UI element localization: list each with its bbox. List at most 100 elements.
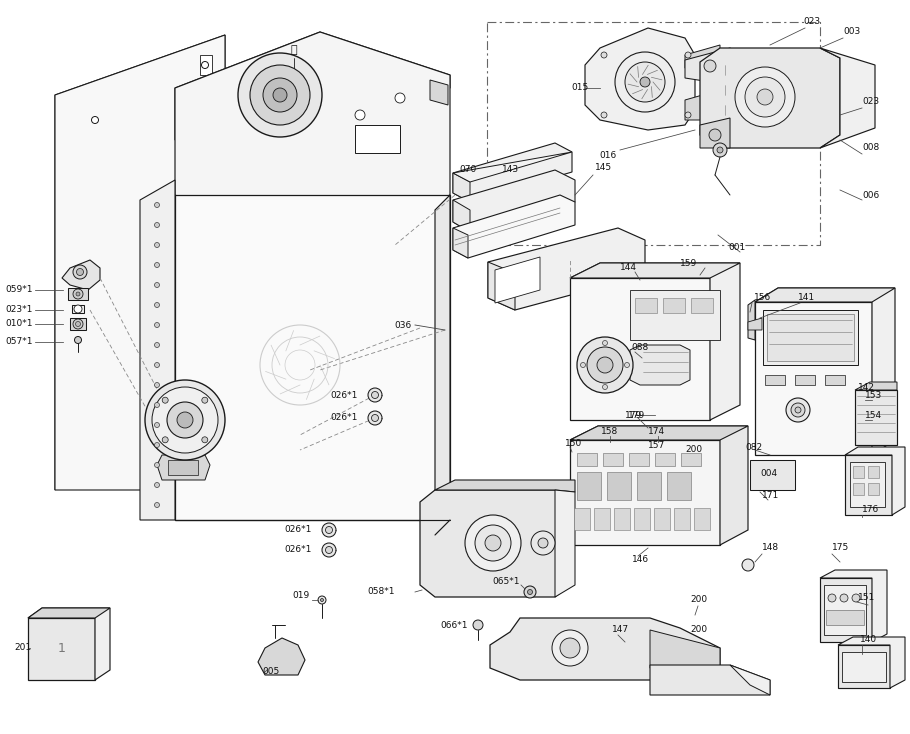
Text: 015: 015 bbox=[571, 84, 588, 92]
Text: 003: 003 bbox=[843, 27, 860, 37]
Circle shape bbox=[624, 363, 630, 368]
Text: 026*1: 026*1 bbox=[330, 390, 358, 399]
Text: 200: 200 bbox=[685, 446, 703, 454]
Polygon shape bbox=[453, 152, 572, 182]
Circle shape bbox=[201, 62, 208, 68]
Circle shape bbox=[162, 437, 168, 443]
Text: 140: 140 bbox=[860, 636, 877, 644]
Text: 005: 005 bbox=[262, 667, 279, 677]
Polygon shape bbox=[175, 32, 450, 255]
Polygon shape bbox=[838, 637, 905, 688]
Text: 058*1: 058*1 bbox=[368, 587, 395, 597]
Bar bbox=[763, 310, 858, 365]
Circle shape bbox=[74, 305, 82, 313]
Circle shape bbox=[485, 535, 501, 551]
Text: 179: 179 bbox=[628, 410, 645, 420]
Bar bbox=[168, 460, 198, 475]
Circle shape bbox=[577, 337, 633, 393]
Circle shape bbox=[155, 242, 159, 247]
Circle shape bbox=[709, 129, 721, 141]
Text: 144: 144 bbox=[620, 264, 637, 272]
Circle shape bbox=[76, 269, 84, 275]
Text: 157: 157 bbox=[648, 440, 665, 449]
Circle shape bbox=[685, 112, 691, 118]
Circle shape bbox=[745, 77, 785, 117]
Text: 176: 176 bbox=[862, 506, 879, 515]
Text: 179: 179 bbox=[625, 410, 642, 420]
Circle shape bbox=[852, 594, 860, 602]
Bar bbox=[634, 508, 650, 530]
Text: 026*1: 026*1 bbox=[330, 413, 358, 423]
Polygon shape bbox=[435, 195, 450, 535]
Polygon shape bbox=[820, 578, 872, 642]
Circle shape bbox=[76, 292, 80, 296]
Circle shape bbox=[145, 380, 225, 460]
Text: 200: 200 bbox=[690, 595, 707, 605]
Polygon shape bbox=[453, 200, 470, 232]
Polygon shape bbox=[28, 608, 110, 618]
Circle shape bbox=[155, 283, 159, 288]
Text: 070: 070 bbox=[459, 165, 476, 175]
Circle shape bbox=[465, 515, 521, 571]
Circle shape bbox=[371, 391, 379, 399]
Polygon shape bbox=[28, 608, 110, 680]
Bar bbox=[355, 125, 400, 153]
Polygon shape bbox=[70, 318, 86, 330]
Polygon shape bbox=[488, 262, 515, 310]
Circle shape bbox=[155, 482, 159, 487]
Circle shape bbox=[371, 415, 379, 421]
Polygon shape bbox=[845, 447, 905, 515]
Text: 026*1: 026*1 bbox=[285, 545, 312, 554]
Polygon shape bbox=[820, 570, 887, 642]
Circle shape bbox=[717, 147, 723, 153]
Text: 1: 1 bbox=[58, 642, 66, 655]
Circle shape bbox=[92, 117, 98, 123]
Polygon shape bbox=[748, 300, 755, 340]
Polygon shape bbox=[420, 490, 570, 597]
Polygon shape bbox=[730, 665, 770, 695]
Bar bbox=[842, 652, 886, 682]
Text: Ⓐ: Ⓐ bbox=[290, 45, 298, 55]
Circle shape bbox=[840, 594, 848, 602]
Polygon shape bbox=[258, 638, 305, 675]
Text: 023: 023 bbox=[803, 18, 820, 26]
Circle shape bbox=[73, 289, 83, 299]
Circle shape bbox=[475, 525, 511, 561]
Polygon shape bbox=[838, 645, 890, 688]
Bar bbox=[200, 55, 212, 75]
Polygon shape bbox=[570, 263, 740, 420]
Circle shape bbox=[597, 357, 613, 373]
Polygon shape bbox=[755, 288, 895, 302]
Bar bbox=[853, 466, 864, 478]
Polygon shape bbox=[570, 263, 740, 278]
Text: 147: 147 bbox=[612, 625, 629, 634]
Polygon shape bbox=[630, 290, 720, 340]
Circle shape bbox=[395, 93, 405, 103]
Polygon shape bbox=[570, 426, 748, 545]
Text: 159: 159 bbox=[680, 258, 697, 267]
Circle shape bbox=[202, 397, 207, 403]
Text: 057*1: 057*1 bbox=[5, 338, 33, 346]
Text: 154: 154 bbox=[865, 410, 882, 420]
Circle shape bbox=[273, 88, 287, 102]
Bar bbox=[577, 453, 597, 466]
Circle shape bbox=[524, 586, 536, 598]
Circle shape bbox=[625, 62, 665, 102]
Bar bbox=[654, 508, 670, 530]
Circle shape bbox=[155, 203, 159, 208]
Polygon shape bbox=[570, 278, 710, 420]
Bar bbox=[629, 453, 649, 466]
Circle shape bbox=[238, 53, 322, 137]
Text: 171: 171 bbox=[762, 490, 779, 500]
Text: 036: 036 bbox=[394, 321, 411, 330]
Circle shape bbox=[326, 526, 332, 534]
Polygon shape bbox=[685, 45, 720, 68]
Circle shape bbox=[155, 222, 159, 228]
Bar bbox=[681, 453, 701, 466]
Text: 066*1: 066*1 bbox=[440, 620, 468, 630]
Text: 141: 141 bbox=[798, 294, 815, 302]
Polygon shape bbox=[820, 48, 875, 148]
Bar bbox=[824, 585, 866, 635]
Bar bbox=[577, 472, 601, 500]
Text: 151: 151 bbox=[858, 594, 875, 603]
